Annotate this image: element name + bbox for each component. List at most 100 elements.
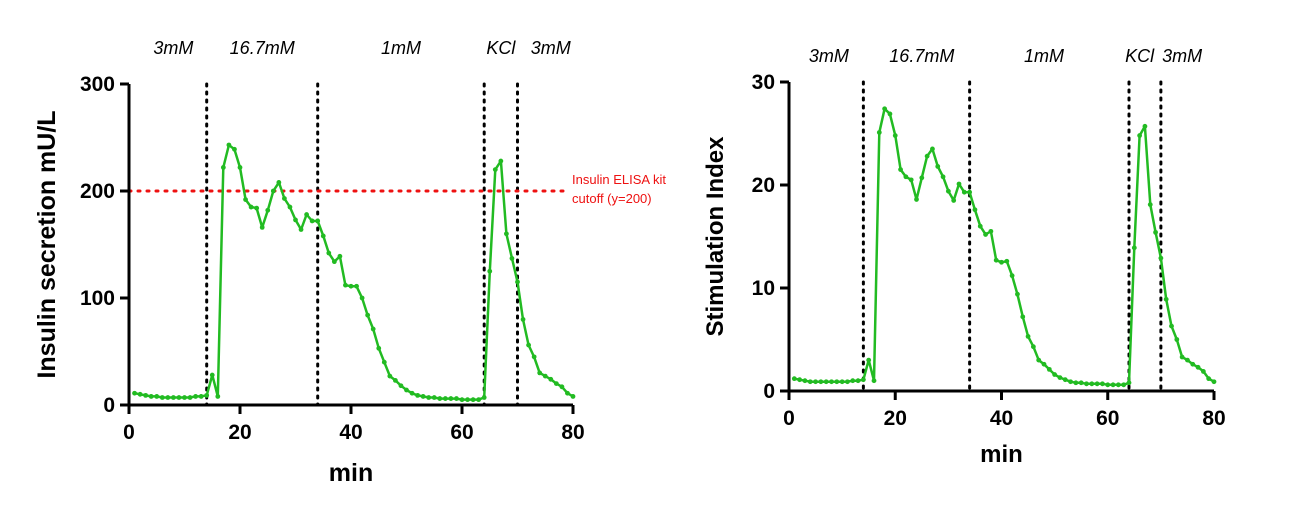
data-point: [1057, 375, 1063, 381]
data-point: [1200, 369, 1206, 374]
x-tick-label: 0: [123, 421, 135, 444]
data-point: [454, 396, 459, 401]
data-point: [1147, 202, 1153, 207]
x-tick-label: 20: [228, 421, 251, 444]
data-point: [1105, 382, 1111, 388]
data-point: [359, 295, 365, 301]
data-point: [1020, 314, 1026, 320]
data-point: [237, 165, 243, 170]
data-point: [908, 177, 914, 183]
data-point: [132, 390, 137, 396]
data-point: [1030, 344, 1036, 350]
data-point: [331, 259, 337, 265]
data-point: [1110, 382, 1116, 388]
data-point: [348, 283, 354, 289]
data-point: [993, 257, 999, 263]
data-point: [420, 394, 426, 399]
data-point: [1179, 354, 1185, 360]
data-point: [972, 207, 978, 213]
data-point: [176, 395, 182, 400]
data-point: [182, 395, 187, 400]
y-tick-label: 30: [752, 71, 775, 94]
x-tick-label: 80: [1202, 407, 1225, 430]
data-point: [209, 372, 215, 378]
data-point: [326, 250, 332, 256]
data-point: [559, 384, 565, 390]
reference-line-label: Insulin ELISA kit: [572, 172, 666, 187]
phase-label: 3mM: [153, 38, 193, 58]
y-tick-label: 100: [80, 287, 115, 310]
data-point: [337, 253, 343, 259]
chart-stimulation-index: 3mM 16.7mM 1mM KCl 3mM 0 10 20 30 0 20 40 60 80 min Sti…: [702, 46, 1226, 468]
series-line: [134, 143, 574, 401]
data-point: [137, 391, 143, 397]
data-point: [956, 181, 962, 187]
data-point: [1062, 377, 1068, 383]
data-point: [1068, 379, 1073, 385]
data-point: [504, 231, 509, 237]
reference-line-label: cutoff (y=200): [572, 191, 652, 206]
data-point: [226, 142, 232, 148]
data-point: [143, 392, 149, 398]
data-point: [1036, 357, 1042, 363]
data-point: [431, 395, 437, 400]
data-point: [315, 218, 321, 224]
data-point: [1100, 381, 1105, 387]
data-point: [193, 394, 199, 399]
x-tick-label: 40: [990, 407, 1013, 430]
data-point: [398, 383, 404, 389]
data-point: [570, 394, 576, 399]
data-point: [148, 394, 154, 399]
data-point: [1195, 364, 1201, 370]
data-point: [259, 224, 265, 230]
data-point: [381, 359, 387, 365]
y-axis-title: Stimulation Index: [702, 136, 729, 337]
data-point: [243, 197, 248, 202]
data-point: [839, 379, 845, 385]
x-tick-label: 60: [1096, 407, 1119, 430]
data-point: [159, 395, 165, 400]
data-point: [1089, 381, 1095, 387]
data-point: [254, 205, 260, 211]
data-point: [977, 223, 983, 229]
data-point: [871, 378, 877, 384]
phase-label: 1mM: [1024, 46, 1064, 66]
data-point: [903, 174, 909, 180]
data-point: [154, 394, 160, 399]
data-point: [988, 228, 994, 234]
data-point: [1190, 361, 1196, 367]
data-point: [215, 394, 221, 399]
y-tick-label: 300: [80, 73, 115, 96]
x-axis-title: min: [329, 459, 373, 487]
data-point: [415, 392, 420, 398]
data-point: [320, 233, 326, 239]
data-point: [526, 342, 531, 348]
data-point: [829, 379, 834, 385]
data-point: [509, 256, 515, 261]
data-point: [1009, 273, 1015, 279]
x-tick-label: 80: [561, 421, 584, 444]
data-point: [265, 207, 271, 213]
data-point: [220, 165, 226, 170]
data-point: [542, 373, 548, 379]
data-point: [887, 111, 893, 117]
data-point: [365, 312, 371, 318]
data-point: [276, 180, 282, 185]
data-point: [1094, 381, 1100, 387]
data-point: [304, 212, 309, 217]
data-point: [520, 317, 526, 322]
data-point: [823, 379, 829, 385]
y-tick-label: 0: [763, 380, 775, 403]
data-point: [983, 232, 988, 237]
data-point: [270, 188, 276, 194]
data-point: [459, 397, 465, 403]
data-point: [892, 133, 898, 138]
data-point: [1206, 376, 1212, 382]
data-point: [797, 377, 803, 383]
data-point: [437, 396, 443, 401]
data-point: [1131, 245, 1137, 251]
phase-label: KCl: [1125, 46, 1155, 66]
data-point: [354, 283, 359, 289]
data-point: [565, 390, 570, 396]
